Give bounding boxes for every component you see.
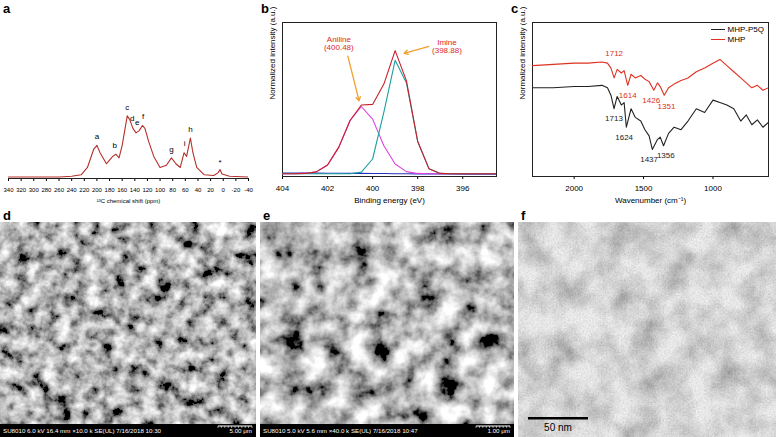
svg-text:160: 160 <box>117 187 128 193</box>
svg-text:50 nm: 50 nm <box>544 422 572 433</box>
svg-text:60: 60 <box>182 187 189 193</box>
svg-text:280: 280 <box>41 187 52 193</box>
html-text:b: b <box>261 1 269 16</box>
svg-text:Wavenumber (cm⁻¹): Wavenumber (cm⁻¹) <box>615 196 686 205</box>
svg-text:SU8010 6.0 kV 16.4 mm ×10.0 k: SU8010 6.0 kV 16.4 mm ×10.0 k SE(UL) 7/1… <box>3 427 162 434</box>
svg-text:c: c <box>125 103 129 112</box>
svg-text:120: 120 <box>142 187 153 193</box>
svg-text:1356: 1356 <box>657 151 675 160</box>
svg-text:320: 320 <box>16 187 27 193</box>
svg-text:1.00 μm: 1.00 μm <box>488 427 510 434</box>
svg-text:140: 140 <box>130 187 141 193</box>
svg-text:260: 260 <box>54 187 65 193</box>
html-text:MHP: MHP <box>727 35 746 44</box>
svg-text:0: 0 <box>222 187 226 193</box>
svg-text:-40: -40 <box>244 187 253 193</box>
svg-text:100: 100 <box>155 187 166 193</box>
svg-text:Normalized intensity (a.u.): Normalized intensity (a.u.) <box>268 6 277 99</box>
svg-text:¹³C chemical shift (ppm): ¹³C chemical shift (ppm) <box>97 198 161 204</box>
svg-text:h: h <box>188 125 192 134</box>
svg-text:1614: 1614 <box>619 91 637 100</box>
html-text:MHP-P5Q: MHP-P5Q <box>727 25 764 34</box>
svg-text:180: 180 <box>105 187 116 193</box>
svg-text:240: 240 <box>67 187 78 193</box>
html-text:f: f <box>521 208 526 223</box>
svg-text:1351: 1351 <box>658 102 676 111</box>
svg-text:300: 300 <box>29 187 40 193</box>
svg-text:SU8010 5.0 kV 5.6 mm ×40.0 k S: SU8010 5.0 kV 5.6 mm ×40.0 k SE(UL) 7/16… <box>263 427 418 434</box>
svg-text:f: f <box>142 112 145 121</box>
svg-text:220: 220 <box>79 187 90 193</box>
svg-text:1000: 1000 <box>704 184 722 193</box>
svg-text:i: i <box>184 139 186 148</box>
svg-text:b: b <box>112 141 117 150</box>
svg-text:402: 402 <box>321 184 335 193</box>
svg-text:d: d <box>130 114 134 123</box>
svg-text:1426: 1426 <box>642 95 661 105</box>
html-text:a: a <box>3 1 11 16</box>
svg-text:1437: 1437 <box>640 155 658 164</box>
svg-text:398: 398 <box>411 184 425 193</box>
svg-text:1713: 1713 <box>605 114 623 123</box>
svg-text:1712: 1712 <box>605 49 623 58</box>
svg-text:20: 20 <box>207 187 214 193</box>
svg-text:340: 340 <box>3 187 14 193</box>
svg-text:396: 396 <box>456 184 470 193</box>
svg-text:Normalized intensity (a.u.): Normalized intensity (a.u.) <box>518 6 527 99</box>
svg-text:g: g <box>169 145 173 154</box>
svg-text:*: * <box>219 158 222 167</box>
svg-text:5.00 μm: 5.00 μm <box>230 427 252 434</box>
html-text:e: e <box>263 208 271 223</box>
html-text:d: d <box>3 208 11 223</box>
svg-text:400: 400 <box>366 184 380 193</box>
svg-text:e: e <box>135 118 140 127</box>
svg-text:Binding energy (eV): Binding energy (eV) <box>354 196 425 205</box>
svg-text:Aniline(400.48): Aniline(400.48) <box>324 35 354 52</box>
svg-text:a: a <box>95 132 100 141</box>
svg-text:404: 404 <box>276 184 290 193</box>
svg-text:200: 200 <box>92 187 103 193</box>
svg-text:-20: -20 <box>232 187 241 193</box>
svg-text:40: 40 <box>195 187 202 193</box>
svg-text:Imine(398.88): Imine(398.88) <box>432 38 462 55</box>
svg-text:1500: 1500 <box>635 184 653 193</box>
svg-text:80: 80 <box>169 187 176 193</box>
svg-text:1624: 1624 <box>615 133 633 142</box>
svg-text:2000: 2000 <box>565 184 583 193</box>
html-text:c: c <box>511 1 519 16</box>
